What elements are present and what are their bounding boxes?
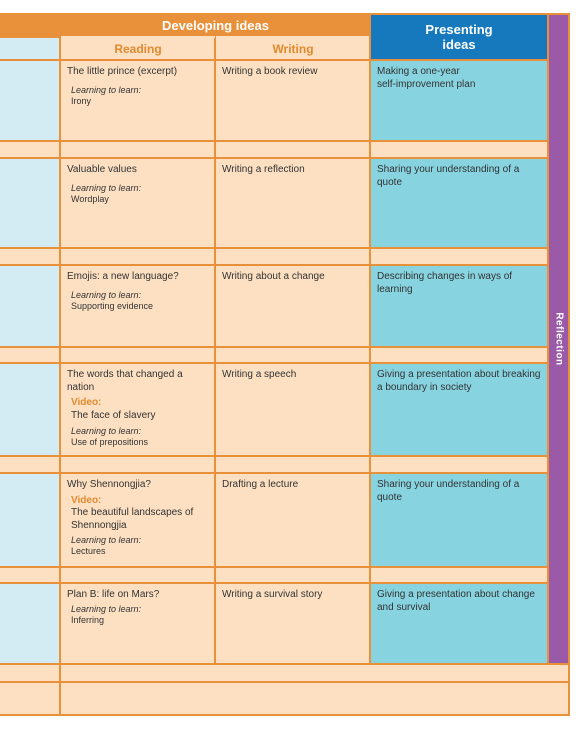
header-bottom-line: [0, 59, 549, 61]
row-1-presenting: Making a one-year self-improvement plan: [371, 61, 548, 140]
reflection-bar: Reflection: [549, 14, 569, 663]
presenting-text: Sharing your understanding of a quote: [377, 479, 520, 503]
row-6-presenting: Giving a presentation about change and s…: [371, 584, 548, 663]
gap-band-bottom: [0, 663, 569, 681]
column-divider: [568, 14, 570, 716]
writing-text: Writing about a change: [222, 271, 325, 282]
reflection-label: Reflection: [553, 311, 565, 366]
gap-band: [0, 566, 549, 584]
row-2-presenting: Sharing your understanding of a quote: [371, 159, 548, 247]
column-divider: [547, 14, 549, 663]
row-5-presenting: Sharing your understanding of a quote: [371, 474, 548, 566]
presenting-line-1: Presenting: [425, 22, 493, 37]
developing-ideas-header: Developing ideas: [61, 14, 370, 38]
row-3-left: [0, 266, 60, 346]
row-5-writing: Drafting a lecture: [216, 474, 370, 566]
row-2-reading: Valuable values Learning to learn: Wordp…: [61, 159, 215, 247]
row-6-reading: Plan B: life on Mars? Learning to learn:…: [61, 584, 215, 663]
learning-to-learn-label: Learning to learn:: [71, 603, 142, 614]
column-divider: [59, 14, 61, 716]
row-6-writing: Writing a survival story: [216, 584, 370, 663]
learning-to-learn-value: Wordplay: [71, 193, 109, 204]
row-1-writing: Writing a book review: [216, 61, 370, 140]
writing-text: Writing a survival story: [222, 589, 323, 600]
row-5-reading: Why Shennongjia? Video: The beautiful la…: [61, 474, 215, 566]
row-3-reading: Emojis: a new language? Learning to lear…: [61, 266, 215, 346]
learning-to-learn-label: Learning to learn:: [71, 535, 142, 545]
row-3-presenting: Describing changes in ways of learning: [371, 266, 548, 346]
writing-text: Writing a book review: [222, 66, 318, 77]
row-4-left: [0, 364, 60, 455]
reading-title: Plan B: life on Mars?: [67, 589, 160, 600]
learning-to-learn-label: Learning to learn:: [71, 289, 142, 300]
learning-to-learn-label: Learning to learn:: [71, 84, 142, 95]
gap-band: [0, 140, 549, 159]
header-top-line: [0, 13, 570, 15]
presenting-text: Giving a presentation about breaking a b…: [377, 369, 541, 393]
video-title: The face of slavery: [71, 409, 156, 421]
reading-title: Why Shennongjia?: [67, 479, 151, 490]
reading-title: The words that changed a nation: [67, 369, 183, 393]
learning-to-learn-value: Inferring: [71, 614, 105, 625]
row-4-presenting: Giving a presentation about breaking a b…: [371, 364, 548, 455]
learning-to-learn-value: Supporting evidence: [71, 300, 154, 311]
writing-header: Writing: [216, 36, 370, 62]
gap-band: [0, 247, 549, 266]
presenting-text: Describing changes in ways of learning: [377, 271, 513, 295]
row-1-left: [0, 61, 60, 140]
writing-text: Writing a reflection: [222, 164, 305, 175]
learning-to-learn-label: Learning to learn:: [71, 426, 142, 436]
gap-band: [0, 346, 549, 364]
row-6-left: [0, 584, 60, 663]
row-4-reading: The words that changed a nation Video: T…: [61, 364, 215, 455]
presenting-line-2: ideas: [442, 37, 476, 52]
video-label: Video:: [71, 494, 102, 506]
column-divider: [369, 14, 371, 663]
presenting-text: Making a one-year self-improvement plan: [377, 66, 476, 90]
presenting-text: Giving a presentation about change and s…: [377, 589, 535, 613]
learning-to-learn-value: Use of prepositions: [71, 437, 149, 447]
row-4-writing: Writing a speech: [216, 364, 370, 455]
writing-text: Writing a speech: [222, 369, 297, 380]
gap-band: [0, 455, 549, 474]
footer-band: [0, 681, 569, 716]
reading-title: Valuable values: [67, 164, 137, 175]
row-2-left: [0, 159, 60, 247]
learning-to-learn-value: Irony: [71, 95, 92, 106]
learning-to-learn-value: Lectures: [71, 546, 106, 556]
reading-header: Reading: [61, 36, 215, 62]
reading-title: Emojis: a new language?: [67, 271, 179, 282]
presenting-ideas-header: Presenting ideas: [371, 14, 547, 60]
video-title: The beautiful landscapes of Shennongjia: [71, 507, 194, 531]
row-3-writing: Writing about a change: [216, 266, 370, 346]
column-divider: [214, 38, 216, 663]
left-header-strip: [0, 14, 60, 38]
learning-to-learn-label: Learning to learn:: [71, 182, 142, 193]
video-label: Video:: [71, 397, 102, 408]
reading-title: The little prince (excerpt): [67, 66, 178, 77]
writing-text: Drafting a lecture: [222, 479, 299, 490]
row-5-left: [0, 474, 60, 566]
left-subheader-strip: [0, 38, 60, 60]
presenting-text: Sharing your understanding of a quote: [377, 164, 520, 188]
row-1-reading: The little prince (excerpt) Learning to …: [61, 61, 215, 140]
row-2-writing: Writing a reflection: [216, 159, 370, 247]
